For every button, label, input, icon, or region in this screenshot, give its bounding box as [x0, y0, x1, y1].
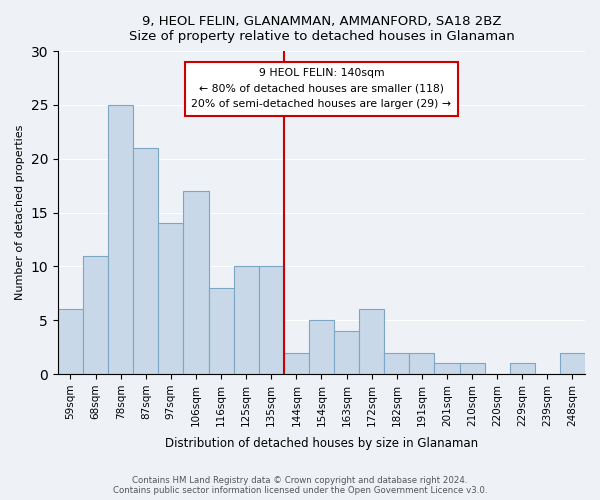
Bar — [460, 364, 485, 374]
Bar — [233, 266, 259, 374]
Bar — [259, 266, 284, 374]
Bar — [108, 105, 133, 374]
Y-axis label: Number of detached properties: Number of detached properties — [15, 125, 25, 300]
Text: 9 HEOL FELIN: 140sqm
← 80% of detached houses are smaller (118)
20% of semi-deta: 9 HEOL FELIN: 140sqm ← 80% of detached h… — [191, 68, 451, 110]
Bar — [560, 352, 585, 374]
Bar — [184, 191, 209, 374]
Bar — [510, 364, 535, 374]
Bar — [58, 310, 83, 374]
Bar — [284, 352, 309, 374]
X-axis label: Distribution of detached houses by size in Glanaman: Distribution of detached houses by size … — [165, 437, 478, 450]
Bar — [309, 320, 334, 374]
Bar — [209, 288, 233, 374]
Bar — [409, 352, 434, 374]
Title: 9, HEOL FELIN, GLANAMMAN, AMMANFORD, SA18 2BZ
Size of property relative to detac: 9, HEOL FELIN, GLANAMMAN, AMMANFORD, SA1… — [128, 15, 514, 43]
Bar — [133, 148, 158, 374]
Bar — [434, 364, 460, 374]
Bar — [359, 310, 384, 374]
Bar — [83, 256, 108, 374]
Bar — [384, 352, 409, 374]
Bar — [158, 224, 184, 374]
Text: Contains HM Land Registry data © Crown copyright and database right 2024.
Contai: Contains HM Land Registry data © Crown c… — [113, 476, 487, 495]
Bar — [334, 331, 359, 374]
